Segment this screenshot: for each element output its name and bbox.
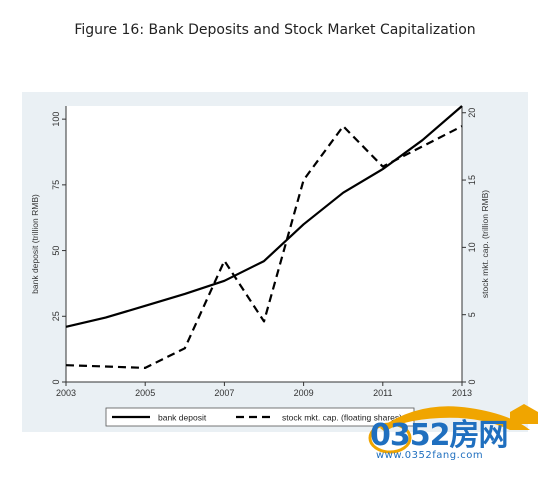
watermark-house-logo: [368, 404, 538, 454]
legend-label-stock-mkt-cap: stock mkt. cap. (floating shares): [282, 413, 402, 423]
right-tick-label: 15: [467, 175, 477, 185]
x-tick-label: 2009: [294, 388, 314, 398]
left-tick-label: 0: [51, 379, 61, 384]
right-tick-label: 10: [467, 242, 477, 252]
x-tick-label: 2003: [56, 388, 76, 398]
watermark-url: www.0352fang.com: [376, 450, 484, 461]
left-tick-label: 100: [51, 112, 61, 127]
right-tick-label: 5: [467, 312, 477, 317]
x-tick-label: 2005: [135, 388, 155, 398]
legend-label-bank-deposit: bank deposit: [158, 413, 207, 423]
left-tick-label: 25: [51, 311, 61, 321]
chart-area: 0 25 50 75 100 0 5 10 15 20 2003 2005 2007 2009 2011 20…: [22, 92, 528, 432]
figure-title: Figure 16: Bank Deposits and Stock Marke…: [74, 22, 476, 38]
x-tick-label: 2007: [214, 388, 234, 398]
left-tick-label: 75: [51, 180, 61, 190]
right-axis-title: stock mkt. cap. (trillion RMB): [480, 190, 490, 298]
right-tick-label: 20: [467, 108, 477, 118]
x-tick-label: 2013: [452, 388, 472, 398]
left-axis-title: bank deposit (trillion RMB): [30, 194, 40, 294]
left-tick-label: 50: [51, 246, 61, 256]
right-tick-label: 0: [467, 379, 477, 384]
plot-background: [66, 106, 462, 382]
series-line-stock-mkt-cap: [65, 125, 463, 369]
line-chart: 0 25 50 75 100 0 5 10 15 20 2003 2005 2007 2009 2011 20…: [30, 105, 490, 427]
watermark-brand: 0352房网: [370, 418, 508, 453]
watermark: 0352房网 www.0352fang.com: [360, 400, 540, 472]
x-tick-label: 2011: [373, 388, 392, 398]
